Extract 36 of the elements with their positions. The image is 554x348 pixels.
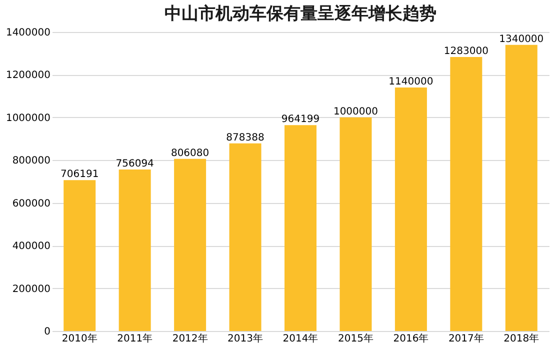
data-label: 756094 [116, 158, 154, 170]
y-tick-label: 400000 [12, 241, 50, 252]
x-tick-label: 2018年 [504, 332, 540, 344]
bar [340, 117, 372, 331]
x-tick-label: 2010年 [62, 332, 98, 344]
y-tick-label: 1400000 [6, 28, 50, 38]
data-label: 1340000 [499, 34, 544, 45]
x-tick-label: 2014年 [282, 332, 318, 344]
data-label: 1140000 [388, 76, 434, 88]
data-label: 1283000 [444, 46, 488, 57]
x-tick-label: 2017年 [448, 332, 484, 344]
bar [450, 56, 482, 331]
data-label: 1000000 [333, 106, 378, 118]
data-label: 964199 [281, 114, 320, 126]
bar [229, 143, 262, 331]
x-tick-label: 2013年 [228, 332, 264, 344]
data-label: 806080 [170, 148, 210, 159]
bar [174, 158, 206, 331]
x-tick-label: 2011年 [117, 332, 153, 344]
data-label: 706191 [60, 169, 99, 180]
chart-title: 中山市机动车保有量呈逐年增长趋势 [164, 4, 436, 24]
y-tick-label: 200000 [12, 284, 50, 295]
x-tick-label: 2015年 [338, 332, 374, 344]
data-label: 878388 [226, 132, 264, 144]
bar [505, 44, 538, 331]
bar [118, 170, 151, 331]
x-tick-label: 2016年 [393, 332, 429, 344]
x-tick-label: 2012年 [172, 332, 208, 344]
bar [394, 88, 427, 331]
y-tick-label: 1200000 [6, 70, 50, 82]
y-tick-label: 0 [44, 326, 50, 338]
bar [284, 125, 316, 331]
bar [64, 180, 96, 331]
y-tick-label: 1000000 [6, 112, 50, 124]
y-tick-label: 600000 [12, 198, 50, 210]
y-tick-label: 800000 [12, 156, 50, 167]
